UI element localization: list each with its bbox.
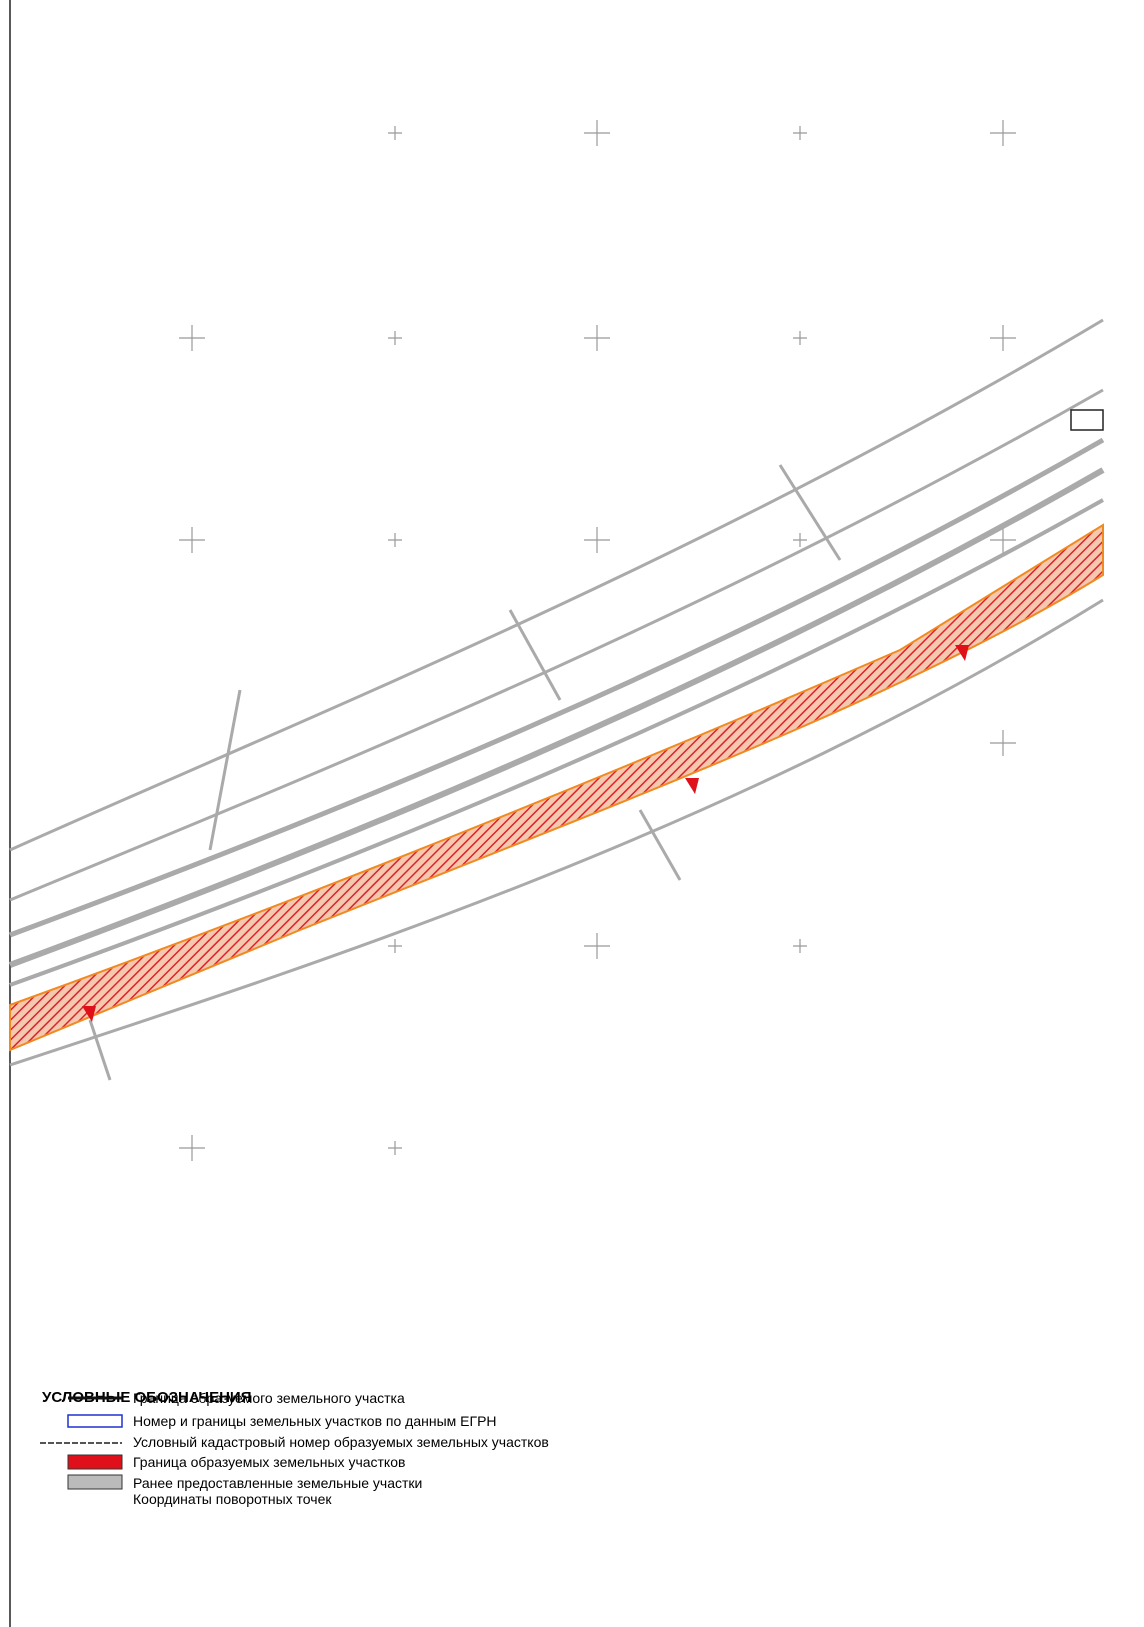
grid-cross — [179, 527, 205, 553]
label-box — [1070, 409, 1104, 431]
legend-symbol — [67, 1454, 123, 1470]
grid-cross — [388, 939, 402, 953]
grid-cross — [793, 533, 807, 547]
legend-symbol — [67, 1474, 123, 1490]
legend-title: УСЛОВНЫЕ ОБОЗНАЧЕНИЯ — [42, 1389, 251, 1406]
road-line — [8, 467, 1105, 968]
legend-item: Граница образуемых земельных участков — [133, 1454, 405, 1470]
ditch-line — [88, 1019, 112, 1081]
legend-item: Номер и границы земельных участков по да… — [133, 1413, 497, 1429]
grid-cross — [990, 120, 1016, 146]
grid-cross — [584, 933, 610, 959]
plot-markers — [82, 645, 969, 1022]
grid-cross — [793, 126, 807, 140]
plot-marker — [685, 778, 699, 794]
plot-marker — [955, 645, 969, 661]
legend-item: Координаты поворотных точек — [133, 1491, 332, 1507]
grid-cross — [388, 1141, 402, 1155]
grid-cross — [990, 730, 1016, 756]
grid-cross — [990, 325, 1016, 351]
grid-cross — [584, 325, 610, 351]
ditch-line — [508, 609, 562, 701]
grid-cross — [179, 325, 205, 351]
ditch-line — [638, 809, 682, 881]
grid-cross — [793, 939, 807, 953]
grid-cross — [388, 331, 402, 345]
legend-item: Граница образуемого земельного участка — [133, 1390, 405, 1406]
contour-line — [9, 388, 1104, 902]
grid-cross — [990, 527, 1016, 553]
road-line — [9, 437, 1105, 938]
contour-line — [9, 598, 1104, 1067]
plot-marker — [82, 1006, 96, 1022]
grid-crosses — [179, 120, 1016, 1161]
legend-item: Ранее предоставленные земельные участки — [133, 1475, 422, 1491]
new-plot-band — [9, 523, 1104, 1052]
road-line — [9, 498, 1104, 987]
ditch-line — [208, 689, 242, 851]
ditch-line — [778, 464, 842, 561]
grid-cross — [388, 126, 402, 140]
existing-features — [8, 318, 1105, 1081]
legend-item: Условный кадастровый номер образуемых зе… — [133, 1434, 549, 1450]
grid-cross — [793, 331, 807, 345]
grid-cross — [179, 1135, 205, 1161]
grid-cross — [584, 120, 610, 146]
contour-line — [9, 318, 1104, 852]
legend-symbol — [67, 1414, 123, 1428]
grid-cross — [584, 527, 610, 553]
grid-cross — [388, 533, 402, 547]
